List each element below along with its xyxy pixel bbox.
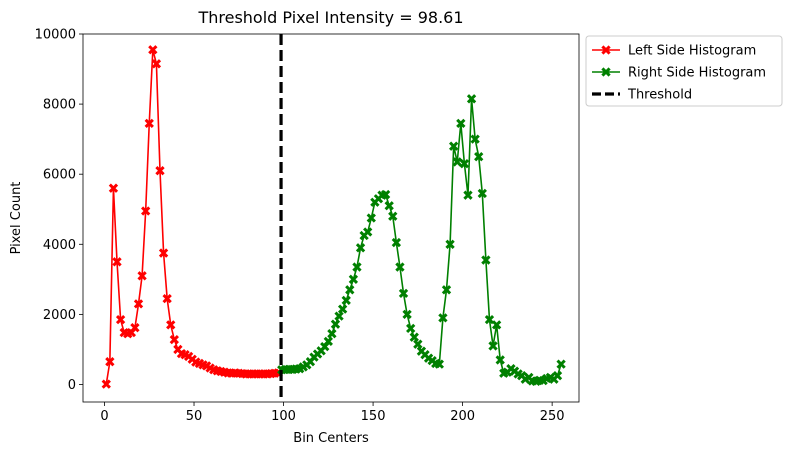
data-point-marker bbox=[448, 141, 459, 151]
legend-marker bbox=[601, 45, 611, 55]
data-point-marker bbox=[166, 320, 176, 330]
data-point-marker bbox=[474, 152, 484, 162]
data-point-marker bbox=[495, 355, 505, 365]
data-point-marker bbox=[477, 188, 487, 199]
data-point-marker bbox=[466, 94, 477, 104]
data-point-marker bbox=[144, 118, 154, 129]
data-point-marker bbox=[438, 313, 448, 323]
series-left-histogram bbox=[101, 45, 283, 389]
data-point-marker bbox=[459, 159, 470, 169]
data-point-marker bbox=[388, 211, 398, 221]
data-point-marker bbox=[101, 379, 111, 389]
y-tick-label: 0 bbox=[68, 378, 76, 393]
data-point-marker bbox=[148, 45, 158, 55]
data-point-marker bbox=[552, 371, 563, 381]
data-point-marker bbox=[409, 332, 419, 342]
data-point-marker bbox=[130, 323, 140, 333]
data-point-marker bbox=[141, 206, 151, 216]
y-tick-label: 4000 bbox=[43, 238, 76, 253]
legend-marker bbox=[601, 67, 611, 77]
plot-content bbox=[101, 34, 566, 402]
data-point-marker bbox=[345, 285, 355, 295]
data-point-marker bbox=[491, 320, 502, 330]
legend-item: Threshold bbox=[592, 88, 692, 103]
data-point-marker bbox=[398, 288, 409, 299]
data-point-marker bbox=[470, 134, 480, 144]
data-point-marker bbox=[115, 314, 126, 325]
data-point-marker bbox=[488, 341, 498, 351]
x-tick-label: 100 bbox=[271, 409, 296, 424]
x-tick-label: 150 bbox=[361, 409, 386, 424]
y-tick-label: 10000 bbox=[35, 28, 76, 43]
data-point-marker bbox=[158, 248, 169, 258]
data-point-marker bbox=[112, 257, 122, 267]
x-tick-label: 50 bbox=[186, 409, 203, 424]
data-point-marker bbox=[327, 328, 337, 339]
data-point-marker bbox=[452, 157, 462, 167]
y-tick-label: 8000 bbox=[43, 98, 76, 113]
legend-item: Left Side Histogram bbox=[592, 44, 756, 59]
data-point-marker bbox=[162, 293, 172, 304]
data-point-marker bbox=[155, 166, 165, 176]
data-point-marker bbox=[334, 311, 344, 321]
legend-label: Right Side Histogram bbox=[628, 66, 766, 81]
legend-frame bbox=[585, 35, 783, 107]
data-point-marker bbox=[348, 274, 359, 284]
data-point-marker bbox=[434, 359, 444, 369]
data-point-marker bbox=[481, 255, 491, 265]
data-point-marker bbox=[406, 323, 416, 334]
data-point-marker bbox=[169, 334, 179, 345]
data-point-marker bbox=[445, 239, 455, 249]
data-point-marker bbox=[133, 299, 144, 309]
data-point-marker bbox=[330, 319, 341, 329]
data-point-marker bbox=[395, 262, 405, 272]
legend: Left Side Histogram Right Side Histogram T… bbox=[585, 35, 783, 107]
data-point-marker bbox=[366, 213, 376, 223]
axis-ticks: 0 50 100 150 200 250 0 2000 4000 6000 8000 10000 bbox=[35, 28, 565, 425]
series-right-histogram bbox=[277, 94, 566, 386]
data-point-marker bbox=[441, 285, 452, 295]
x-axis-label: Bin Centers bbox=[293, 431, 369, 446]
data-point-marker bbox=[456, 118, 466, 129]
data-point-marker bbox=[341, 295, 351, 306]
data-point-marker bbox=[323, 336, 333, 347]
data-point-marker bbox=[380, 189, 391, 200]
data-point-marker bbox=[402, 309, 412, 320]
legend-label: Left Side Histogram bbox=[628, 44, 756, 59]
legend-item: Right Side Histogram bbox=[592, 66, 766, 81]
y-tick-label: 6000 bbox=[43, 168, 76, 183]
data-point-marker bbox=[484, 314, 495, 325]
x-tick-label: 0 bbox=[100, 409, 108, 424]
data-point-marker bbox=[151, 59, 162, 69]
y-axis-label: Pixel Count bbox=[9, 182, 24, 255]
data-point-marker bbox=[391, 237, 402, 248]
data-point-marker bbox=[556, 359, 566, 369]
y-tick-label: 2000 bbox=[43, 308, 76, 323]
data-point-marker bbox=[413, 339, 423, 349]
data-point-marker bbox=[105, 357, 115, 367]
data-point-marker bbox=[384, 201, 394, 211]
data-point-marker bbox=[463, 190, 473, 200]
data-point-marker bbox=[352, 262, 362, 272]
data-point-marker bbox=[337, 304, 348, 314]
data-point-marker bbox=[108, 183, 119, 193]
data-point-marker bbox=[137, 271, 147, 281]
x-tick-label: 250 bbox=[540, 409, 565, 424]
data-point-marker bbox=[355, 243, 366, 253]
data-point-marker bbox=[363, 227, 373, 237]
legend-label: Threshold bbox=[627, 88, 692, 103]
chart-title: Threshold Pixel Intensity = 98.61 bbox=[197, 8, 463, 27]
x-tick-label: 200 bbox=[450, 409, 475, 424]
